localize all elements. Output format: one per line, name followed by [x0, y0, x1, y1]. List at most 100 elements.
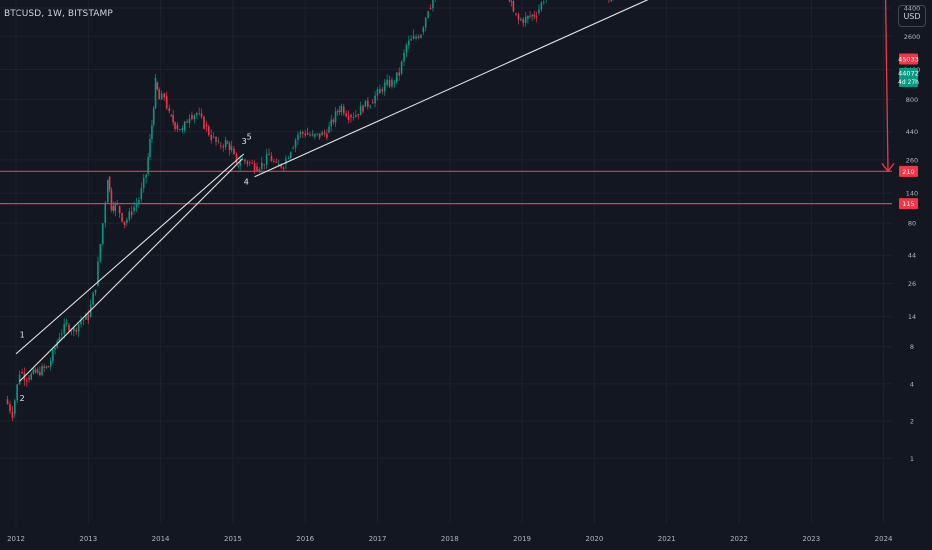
candle-body: [228, 143, 231, 151]
candle-body: [326, 133, 328, 138]
candle-body: [43, 366, 45, 368]
candle-body: [80, 321, 82, 325]
time-tick-label: 2018: [441, 535, 459, 543]
candle-body: [108, 176, 111, 191]
candle-body: [357, 114, 360, 116]
price-axis[interactable]: 8000026000140008000440026001400800440260…: [898, 0, 922, 463]
candle-body: [39, 371, 41, 376]
price-tick-label: 2600: [904, 33, 921, 41]
candle-body: [379, 88, 381, 94]
currency-button[interactable]: USD: [898, 5, 926, 27]
candle-body: [126, 219, 128, 224]
candle-body: [156, 82, 159, 90]
price-badge-label: 44072: [898, 70, 919, 78]
candle-body: [85, 314, 87, 320]
candle-body: [311, 134, 314, 136]
price-tick-label: 800: [906, 96, 918, 104]
wave-label: 3: [242, 137, 247, 146]
candle-body: [287, 157, 290, 159]
candle-body: [56, 341, 59, 348]
candle-body: [294, 139, 297, 148]
candle-body: [369, 106, 372, 107]
time-tick-label: 2019: [513, 535, 531, 543]
candle-body: [158, 89, 160, 100]
candle-body: [328, 126, 330, 133]
candle-body: [87, 314, 90, 321]
candle-body: [398, 72, 400, 76]
candle-body: [334, 111, 337, 123]
candle-body: [112, 206, 115, 212]
candle-body: [391, 79, 393, 87]
candle-body: [350, 114, 352, 118]
candle-body: [176, 124, 179, 130]
candle-body: [248, 161, 251, 163]
time-axis[interactable]: 2012 2013 2014 2015 2016 2017 2018 2019 2020 2021…: [7, 535, 893, 543]
candle-body: [415, 36, 417, 39]
candle-body: [340, 105, 343, 112]
candle-body: [412, 35, 415, 39]
candle-body: [347, 116, 350, 121]
candle-body: [60, 333, 63, 335]
candle-body: [424, 17, 427, 28]
candle-body: [280, 163, 282, 168]
candle-body: [235, 154, 238, 163]
candle-body: [386, 79, 388, 85]
candle-body: [427, 11, 429, 18]
candle-body: [314, 134, 316, 137]
candle-body: [217, 141, 220, 142]
candle-body: [244, 159, 246, 162]
time-tick-label: 2014: [152, 535, 170, 543]
time-tick-label: 2012: [7, 535, 25, 543]
candle-body: [371, 102, 374, 104]
candle-body: [110, 190, 113, 210]
candle-body: [54, 347, 56, 350]
candle-body: [408, 40, 410, 46]
price-tick-label: 4: [910, 380, 914, 388]
price-tick-label: 8: [910, 343, 914, 351]
candle-body: [330, 119, 333, 127]
target-arrow: [884, 0, 889, 171]
candle-body: [163, 93, 166, 98]
candle-body: [215, 136, 217, 142]
price-tick-label: 14: [908, 313, 916, 321]
wave-label: 4: [244, 177, 249, 186]
candle-body: [508, 0, 511, 1]
price-tick-label: 26: [908, 280, 916, 288]
candle-body: [432, 0, 434, 9]
candle-body: [323, 132, 326, 134]
candle-body: [210, 134, 213, 141]
candle-body: [160, 93, 163, 100]
candle-body: [151, 125, 153, 139]
candle-body: [52, 349, 54, 362]
candle-body: [246, 161, 249, 164]
candle-body: [362, 105, 364, 112]
candle-body: [154, 77, 157, 109]
candle-body: [212, 136, 215, 138]
candle-body: [18, 374, 21, 385]
candle-body: [224, 140, 227, 148]
candle-body: [99, 243, 102, 262]
candle-body: [253, 163, 256, 172]
candle-body: [9, 404, 11, 412]
candle-body: [376, 89, 379, 96]
candle-body: [297, 134, 299, 140]
candle-body: [265, 154, 268, 165]
price-tick-label: 140: [906, 190, 918, 198]
candle-body: [147, 157, 149, 174]
candle-body: [517, 14, 520, 20]
candle-body: [152, 108, 155, 125]
candle-body: [318, 133, 321, 138]
candle-body: [145, 174, 147, 178]
candle-body: [73, 327, 75, 331]
candle-body: [34, 369, 37, 373]
candle-body: [336, 111, 339, 113]
candle-body: [529, 15, 531, 17]
candle-body: [104, 202, 107, 224]
candle-body: [237, 165, 240, 167]
candle-body: [403, 52, 405, 62]
candle-body: [128, 211, 131, 220]
candle-body: [522, 19, 525, 23]
candle-body: [30, 373, 32, 380]
candle-body: [114, 203, 117, 212]
